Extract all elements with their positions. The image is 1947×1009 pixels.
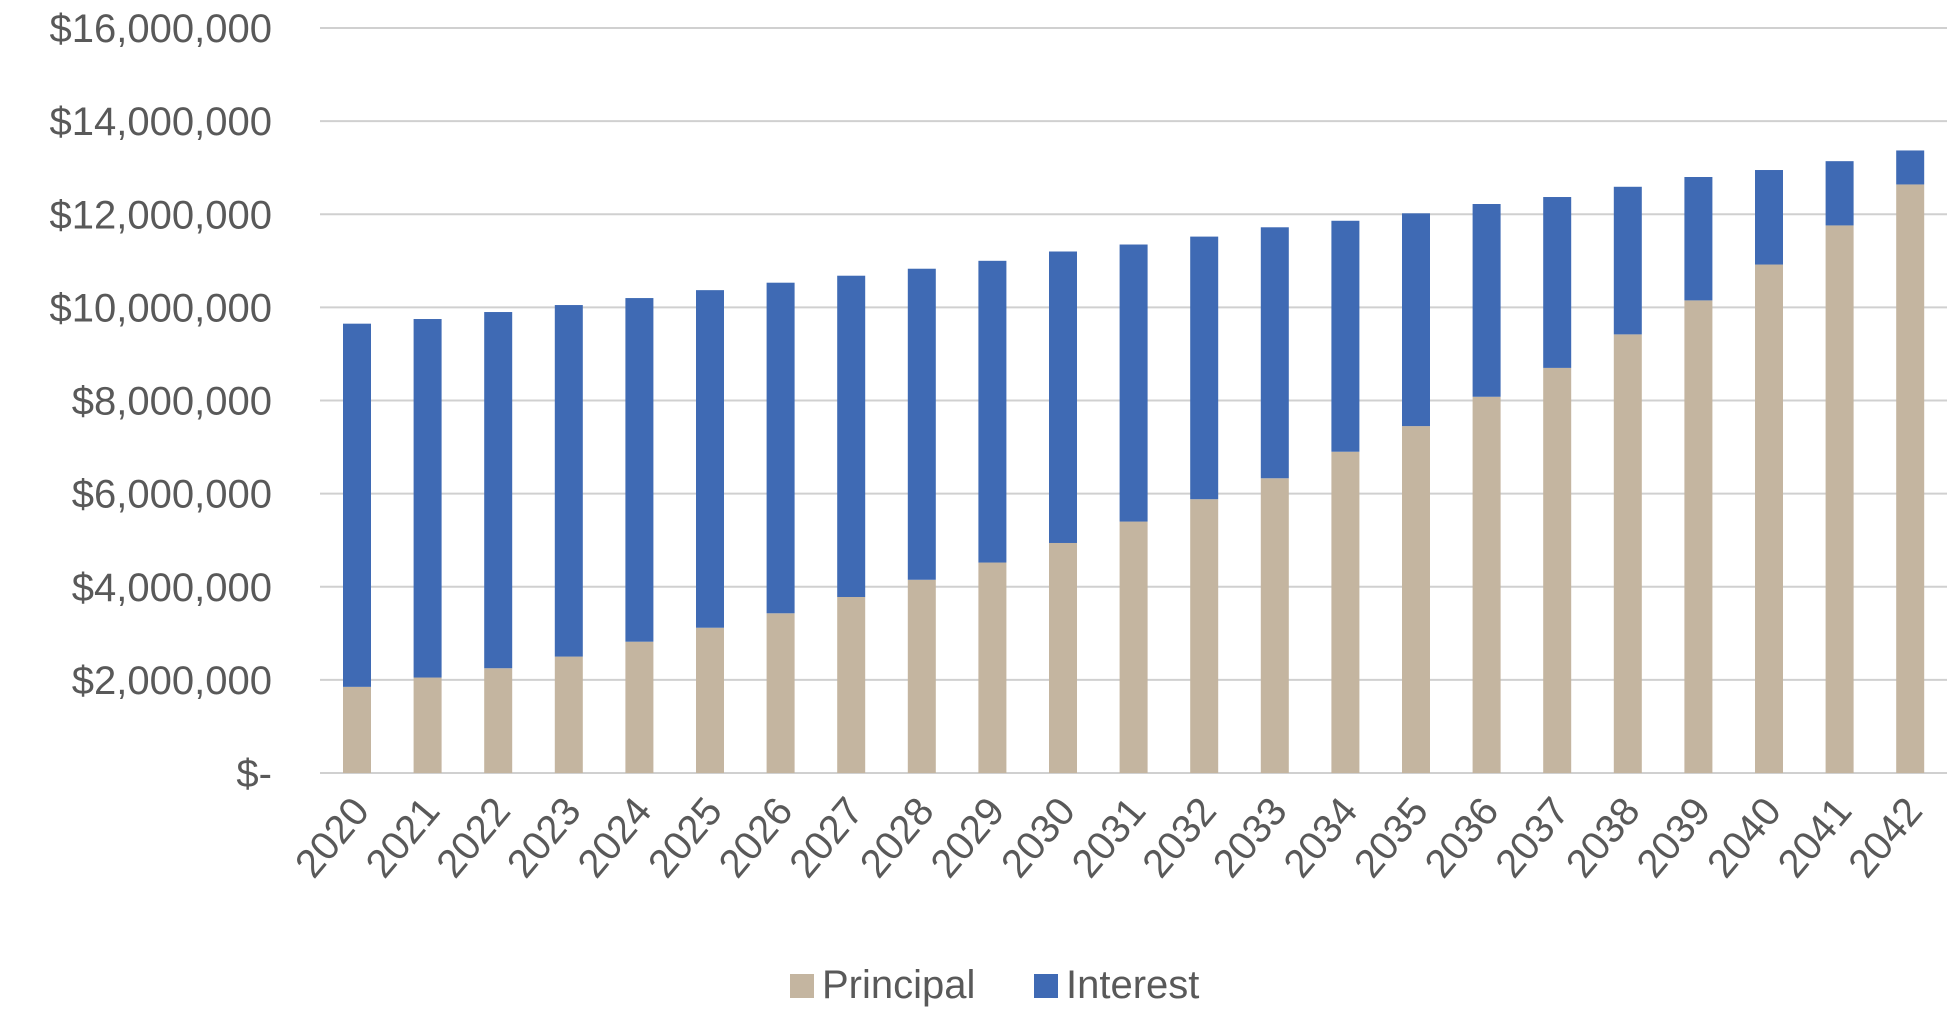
x-tick-label: 2029 — [922, 790, 1013, 886]
bar-principal-2034 — [1331, 451, 1360, 773]
bar-principal-2031 — [1119, 521, 1148, 773]
x-tick-label: 2033 — [1205, 790, 1296, 886]
x-tick-label: 2026 — [711, 790, 802, 886]
bar-interest-2034 — [1331, 220, 1360, 452]
bar-interest-2026 — [766, 282, 795, 614]
bar-principal-2030 — [1049, 542, 1077, 773]
legend-swatch-interest — [1034, 974, 1058, 998]
bar-interest-2035 — [1402, 213, 1430, 427]
x-tick-label: 2032 — [1134, 790, 1225, 886]
x-tick-label: 2034 — [1275, 790, 1366, 886]
y-tick-label: $8,000,000 — [72, 380, 272, 424]
bar-principal-2024 — [625, 641, 654, 773]
x-tick-label: 2040 — [1699, 790, 1790, 886]
bar-interest-2020 — [343, 323, 371, 687]
bar-interest-2032 — [1190, 236, 1219, 500]
y-tick-label: $16,000,000 — [50, 7, 272, 51]
bar-interest-2038 — [1613, 186, 1642, 335]
y-tick-label: $10,000,000 — [50, 286, 272, 330]
y-tick-label: $- — [236, 752, 272, 796]
x-tick-label: 2028 — [852, 790, 943, 886]
x-tick-label: 2024 — [569, 790, 660, 886]
x-tick-label: 2036 — [1417, 790, 1508, 886]
bar-interest-2024 — [625, 298, 654, 642]
x-tick-label: 2020 — [287, 790, 378, 886]
x-tick-label: 2022 — [428, 790, 519, 886]
bar-interest-2025 — [696, 290, 724, 628]
y-tick-label: $12,000,000 — [50, 193, 272, 237]
bar-principal-2028 — [907, 579, 936, 773]
bar-interest-2036 — [1472, 204, 1501, 397]
bar-principal-2023 — [554, 656, 583, 773]
x-tick-label: 2042 — [1840, 790, 1931, 886]
bar-principal-2022 — [484, 668, 513, 773]
bar-principal-2026 — [766, 613, 795, 773]
bar-principal-2036 — [1472, 396, 1501, 773]
x-tick-label: 2038 — [1558, 790, 1649, 886]
bar-principal-2020 — [343, 686, 371, 773]
bar-interest-2042 — [1896, 150, 1925, 185]
bar-principal-2037 — [1543, 367, 1572, 773]
bar-principal-2040 — [1755, 264, 1783, 773]
bar-principal-2033 — [1260, 478, 1289, 773]
bar-interest-2030 — [1049, 251, 1077, 543]
bar-principal-2021 — [413, 677, 442, 773]
bar-principal-2027 — [837, 596, 866, 773]
bar-interest-2037 — [1543, 197, 1572, 368]
bar-principal-2035 — [1402, 426, 1430, 773]
x-tick-label: 2023 — [499, 790, 590, 886]
bar-principal-2039 — [1684, 300, 1713, 773]
legend: Principal Interest — [790, 963, 1199, 1007]
x-tick-label: 2021 — [358, 790, 449, 886]
bar-interest-2031 — [1119, 244, 1148, 522]
y-tick-label: $4,000,000 — [72, 566, 272, 610]
x-tick-label: 2041 — [1770, 790, 1861, 886]
bar-interest-2029 — [978, 260, 1007, 563]
x-tick-label: 2039 — [1628, 790, 1719, 886]
y-tick-label: $6,000,000 — [72, 473, 272, 517]
legend-label-principal: Principal — [822, 963, 975, 1007]
y-tick-label: $14,000,000 — [50, 100, 272, 144]
x-axis-ticks: 2020202120222023202420252026202720282029… — [287, 790, 1931, 886]
x-tick-label: 2037 — [1487, 790, 1578, 886]
bar-interest-2041 — [1825, 161, 1854, 226]
x-tick-label: 2025 — [640, 790, 731, 886]
y-tick-label: $2,000,000 — [72, 659, 272, 703]
bar-interest-2021 — [413, 319, 442, 678]
bar-interest-2023 — [554, 305, 583, 657]
x-tick-label: 2027 — [781, 790, 872, 886]
bar-interest-2039 — [1684, 177, 1713, 301]
x-tick-label: 2030 — [993, 790, 1084, 886]
bar-interest-2022 — [484, 312, 513, 669]
y-axis-ticks: $- $2,000,000 $4,000,000 $6,000,000 $8,000,0… — [50, 7, 272, 796]
bar-principal-2042 — [1896, 184, 1925, 773]
bar-interest-2028 — [907, 268, 936, 580]
bar-interest-2027 — [837, 275, 866, 597]
bar-interest-2033 — [1260, 227, 1289, 479]
bars — [343, 150, 1925, 774]
bar-principal-2041 — [1825, 225, 1854, 774]
bar-interest-2040 — [1755, 170, 1783, 265]
x-tick-label: 2031 — [1064, 790, 1155, 886]
legend-label-interest: Interest — [1066, 963, 1199, 1007]
bar-principal-2029 — [978, 562, 1007, 773]
x-tick-label: 2035 — [1346, 790, 1437, 886]
bar-principal-2038 — [1613, 334, 1642, 773]
bar-principal-2025 — [696, 627, 724, 773]
legend-swatch-principal — [790, 974, 814, 998]
bar-principal-2032 — [1190, 499, 1219, 773]
